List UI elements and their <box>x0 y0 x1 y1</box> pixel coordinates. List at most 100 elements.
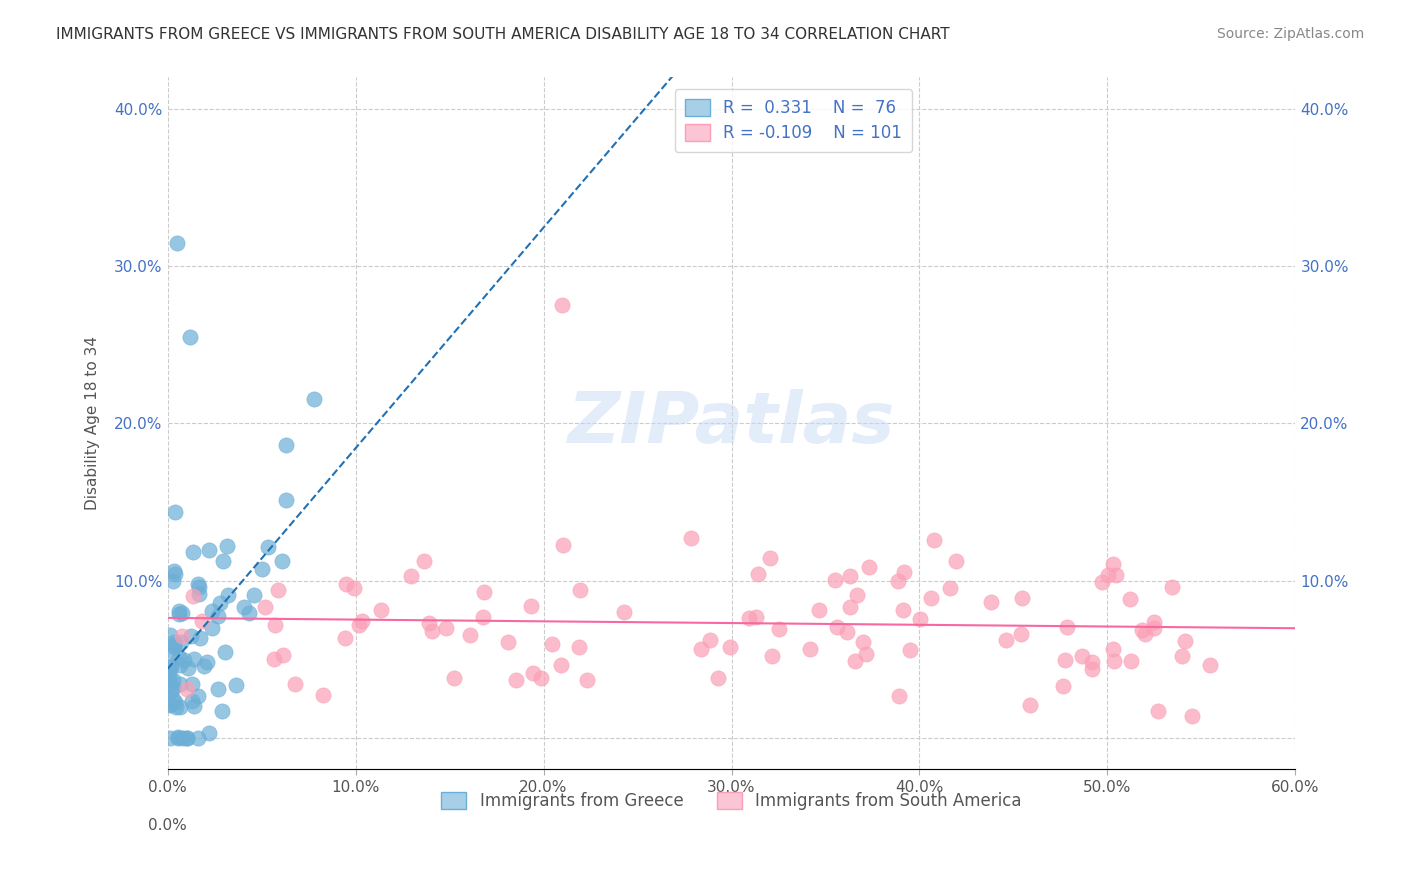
Text: IMMIGRANTS FROM GREECE VS IMMIGRANTS FROM SOUTH AMERICA DISABILITY AGE 18 TO 34 : IMMIGRANTS FROM GREECE VS IMMIGRANTS FRO… <box>56 27 950 42</box>
Immigrants from Greece <box>159 658 181 673</box>
Immigrants from Greece <box>167 650 190 665</box>
Immigrants from South America <box>1121 653 1143 667</box>
Immigrants from South America <box>908 611 931 625</box>
Immigrants from South America <box>496 634 519 648</box>
Immigrants from Greece <box>274 492 297 507</box>
Immigrants from Greece <box>193 659 215 673</box>
Immigrants from South America <box>1018 698 1040 713</box>
Immigrants from Greece <box>195 655 218 669</box>
Immigrants from Greece <box>162 691 184 706</box>
Immigrants from Greece <box>163 635 186 649</box>
Immigrants from Greece <box>207 608 229 623</box>
Immigrants from Greece <box>159 627 181 641</box>
Immigrants from Greece <box>162 574 184 588</box>
Immigrants from South America <box>505 673 527 687</box>
Immigrants from South America <box>747 566 769 581</box>
Immigrants from Greece <box>159 697 181 711</box>
Text: 0.0%: 0.0% <box>148 818 187 833</box>
Immigrants from Greece <box>181 694 204 708</box>
Legend: Immigrants from Greece, Immigrants from South America: Immigrants from Greece, Immigrants from … <box>434 785 1028 816</box>
Immigrants from South America <box>418 616 440 631</box>
Immigrants from Greece <box>201 621 224 635</box>
Immigrants from South America <box>835 624 858 639</box>
Immigrants from South America <box>263 652 285 666</box>
Immigrants from Greece <box>188 580 211 594</box>
Immigrants from Greece <box>166 235 188 250</box>
Immigrants from South America <box>172 629 194 643</box>
Immigrants from South America <box>679 531 702 545</box>
Immigrants from South America <box>893 565 915 579</box>
Immigrants from Greece <box>167 607 190 621</box>
Immigrants from Greece <box>162 673 184 688</box>
Immigrants from Greece <box>181 676 204 690</box>
Immigrants from Greece <box>187 587 209 601</box>
Immigrants from Greece <box>232 600 254 615</box>
Immigrants from South America <box>312 688 335 702</box>
Immigrants from Greece <box>163 696 186 710</box>
Immigrants from South America <box>846 588 869 602</box>
Immigrants from Greece <box>187 690 209 704</box>
Immigrants from Greece <box>159 731 181 745</box>
Immigrants from South America <box>898 643 921 657</box>
Immigrants from South America <box>370 603 392 617</box>
Immigrants from South America <box>530 671 553 685</box>
Immigrants from Greece <box>180 629 202 643</box>
Immigrants from South America <box>550 657 572 672</box>
Immigrants from South America <box>738 611 761 625</box>
Immigrants from South America <box>1053 653 1076 667</box>
Immigrants from Greece <box>257 541 280 555</box>
Immigrants from Greece <box>201 604 224 618</box>
Immigrants from South America <box>807 603 830 617</box>
Immigrants from South America <box>855 647 877 661</box>
Immigrants from South America <box>458 628 481 642</box>
Immigrants from Greece <box>165 566 187 581</box>
Immigrants from South America <box>267 582 290 597</box>
Immigrants from South America <box>271 648 294 662</box>
Text: Source: ZipAtlas.com: Source: ZipAtlas.com <box>1216 27 1364 41</box>
Immigrants from Greece <box>159 670 181 684</box>
Immigrants from Greece <box>183 652 205 666</box>
Immigrants from South America <box>852 635 875 649</box>
Immigrants from South America <box>576 673 599 687</box>
Immigrants from South America <box>759 550 782 565</box>
Immigrants from South America <box>887 690 910 704</box>
Immigrants from Greece <box>165 699 187 714</box>
Immigrants from South America <box>1091 575 1114 590</box>
Immigrants from South America <box>1181 708 1204 723</box>
Immigrants from South America <box>181 589 204 603</box>
Immigrants from Greece <box>252 562 274 576</box>
Immigrants from South America <box>980 595 1002 609</box>
Immigrants from Greece <box>183 699 205 714</box>
Immigrants from South America <box>858 560 880 574</box>
Immigrants from South America <box>1130 623 1153 637</box>
Immigrants from South America <box>347 618 370 632</box>
Immigrants from South America <box>745 610 768 624</box>
Immigrants from South America <box>1070 649 1092 664</box>
Immigrants from Greece <box>169 676 191 690</box>
Immigrants from South America <box>945 554 967 568</box>
Immigrants from South America <box>827 620 849 634</box>
Immigrants from South America <box>920 591 942 605</box>
Immigrants from Greece <box>211 704 233 718</box>
Immigrants from South America <box>1105 567 1128 582</box>
Immigrants from South America <box>333 631 356 645</box>
Immigrants from South America <box>284 676 307 690</box>
Immigrants from Greece <box>208 596 231 610</box>
Immigrants from South America <box>824 573 846 587</box>
Immigrants from South America <box>718 640 741 654</box>
Immigrants from South America <box>1147 704 1170 718</box>
Immigrants from South America <box>799 642 821 657</box>
Immigrants from South America <box>1011 591 1033 606</box>
Immigrants from South America <box>699 632 721 647</box>
Immigrants from South America <box>1119 592 1142 607</box>
Immigrants from South America <box>1171 649 1194 664</box>
Immigrants from South America <box>1102 642 1125 657</box>
Immigrants from South America <box>350 614 373 628</box>
Immigrants from South America <box>1102 557 1125 571</box>
Immigrants from Greece <box>225 678 247 692</box>
Immigrants from South America <box>472 585 495 599</box>
Immigrants from Greece <box>166 731 188 745</box>
Immigrants from South America <box>613 605 636 619</box>
Immigrants from Greece <box>163 564 186 578</box>
Immigrants from Greece <box>163 505 186 519</box>
